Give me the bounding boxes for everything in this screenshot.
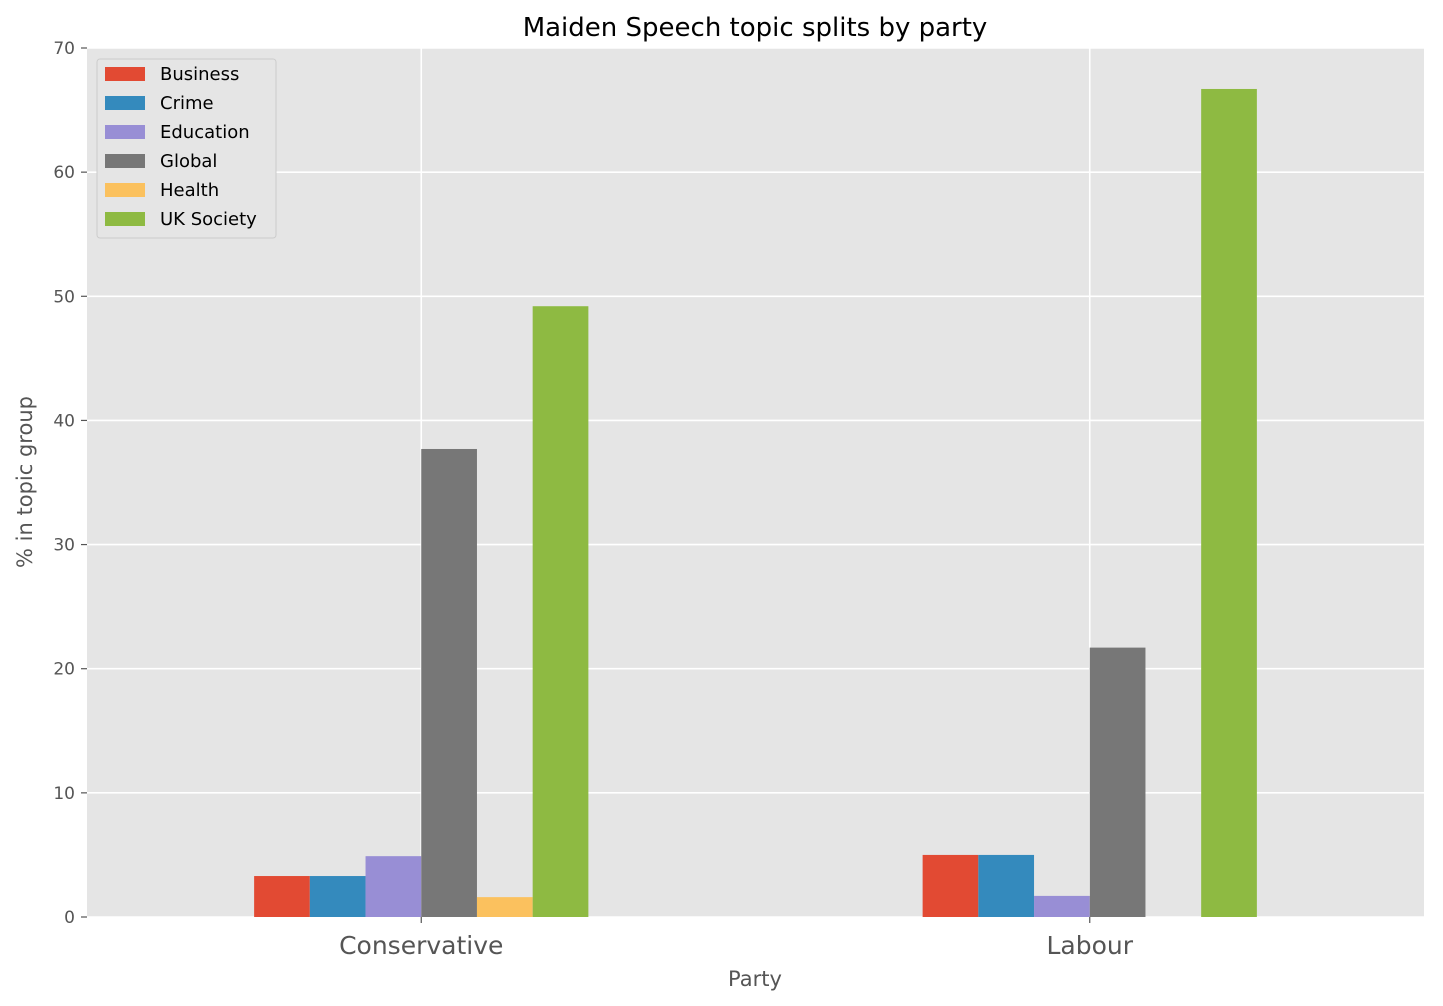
bar-business-labour	[922, 854, 979, 917]
y-tick-label: 40	[53, 411, 75, 431]
y-tick-label: 50	[53, 287, 75, 307]
bar-education-conservative	[365, 856, 422, 917]
legend-label: Global	[160, 151, 217, 172]
bars	[254, 88, 1257, 917]
bar-crime-labour	[978, 854, 1035, 917]
legend-swatch	[105, 67, 145, 81]
y-tick-label: 0	[64, 908, 75, 928]
y-tick-label: 10	[53, 784, 75, 804]
bar-health-conservative	[476, 897, 533, 917]
legend-label: Health	[160, 180, 219, 201]
legend-swatch	[105, 125, 145, 139]
legend-swatch	[105, 96, 145, 110]
x-tick-label: Conservative	[339, 931, 503, 960]
legend: Business Crime Education Global Health UK Soc…	[96, 58, 277, 239]
y-axis-label: % in topic group	[13, 396, 37, 568]
y-tick-label: 20	[53, 660, 75, 680]
y-tick-label: 60	[53, 163, 75, 183]
x-tick-label: Labour	[1046, 931, 1133, 960]
legend-label: UK Society	[160, 209, 257, 230]
bar-uk-society-labour	[1201, 88, 1257, 917]
bar-uk-society-conservative	[532, 306, 589, 917]
x-axis-label: Party	[728, 967, 782, 991]
bar-global-conservative	[421, 448, 477, 917]
bar-education-labour	[1034, 895, 1090, 917]
legend-swatch	[105, 183, 145, 197]
bar-global-labour	[1089, 647, 1146, 917]
legend-swatch	[105, 154, 145, 168]
bar-crime-conservative	[309, 876, 366, 917]
bar-business-conservative	[254, 876, 310, 917]
y-tick-label: 70	[53, 39, 75, 59]
chart-title: Maiden Speech topic splits by party	[523, 13, 988, 43]
y-tick-label: 30	[53, 536, 75, 556]
legend-label: Business	[160, 64, 239, 85]
legend-label: Crime	[160, 93, 214, 114]
legend-swatch	[105, 212, 145, 226]
y-axis-ticks: 0 10 20 30 40 50 60 70	[53, 39, 87, 928]
x-axis-ticks: Conservative Labour	[339, 917, 1134, 960]
legend-label: Education	[160, 122, 250, 143]
